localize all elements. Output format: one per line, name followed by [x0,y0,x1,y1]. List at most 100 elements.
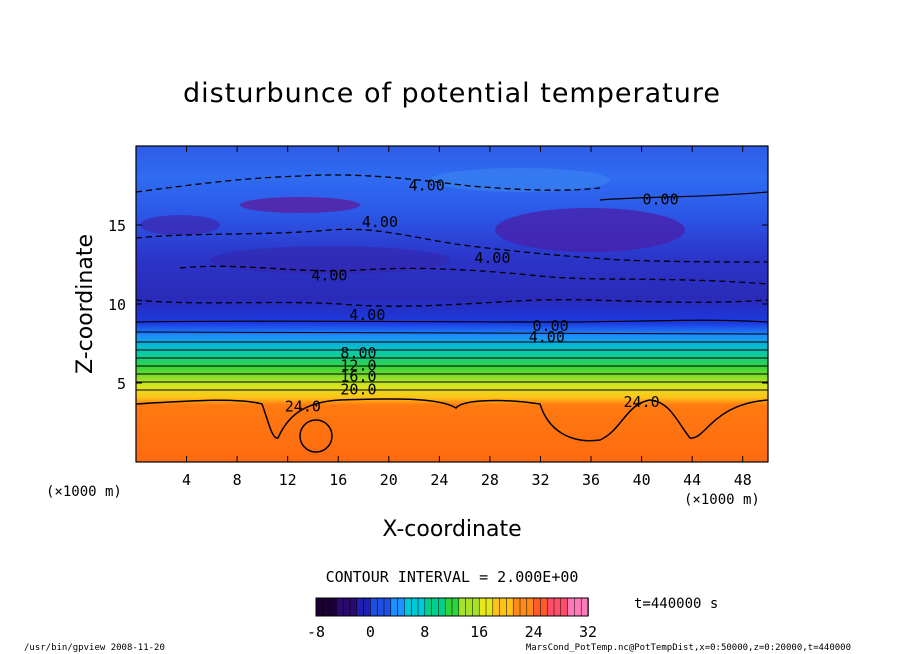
colorbar-cell [519,597,528,617]
colorbar-cell [567,597,576,617]
colorbar-cell [315,597,324,617]
y-axis-label: Z-coordinate [73,234,98,374]
colorbar-cell [424,597,433,617]
colorbar-cell [431,597,440,617]
colorbar-cell [465,597,474,617]
contour-label: 16.0 [340,368,376,386]
colorbar-cell [526,597,535,617]
field-patch [495,208,685,252]
colorbar-cell [506,597,514,617]
contour-label: 4.00 [409,177,445,195]
colorbar-cell [336,597,344,617]
x-axis: 4 8 12 16 20 24 28 32 36 40 44 48 [182,146,752,489]
contour-line [135,228,769,263]
colorbar-cell [553,597,562,617]
chart-title: disturbunce of potential temperature [183,78,721,109]
colorbar-tick-label: 32 [579,623,597,641]
contour-line [135,331,769,391]
contour-lines [135,174,769,453]
x-tick-label: 36 [582,471,600,489]
colorbar-tick-label: 8 [420,623,429,641]
x-tick-label: 24 [430,471,448,489]
footer-left: /usr/bin/gpview 2008-11-20 [24,643,165,653]
x-axis-unit-left: (×1000 m) [46,484,122,500]
colorbar-cell [370,597,378,617]
colorbar-tick-label: 0 [366,623,375,641]
contour-label: 8.00 [340,344,376,362]
x-tick-label: 40 [633,471,651,489]
contour-label: 20.0 [340,380,376,398]
colorbar-cell [580,597,589,617]
colorbar-cell [383,597,392,617]
colorbar-cell [472,597,480,617]
colorbar-cell [356,597,365,617]
contour-line [135,398,769,442]
x-tick-label: 32 [531,471,549,489]
field-patch [140,215,220,235]
field-patch [240,197,360,213]
colorbar-cell [376,597,385,617]
z-tick-label: 5 [117,375,126,393]
colorbar-cell [574,597,582,617]
contour-labels: 4.000.004.004.004.004.000.004.008.0012.0… [285,177,679,416]
time-text: t=440000 s [634,596,718,612]
z-tick-label: 10 [108,296,126,314]
x-tick-label: 44 [683,471,701,489]
x-axis-unit-right: (×1000 m) [684,492,760,508]
colorbar-cell [478,597,487,617]
contour-line [135,319,769,323]
colorbar-cell [444,597,453,617]
field-background [136,146,768,462]
contour-label: 0.00 [533,317,569,335]
plot-area [135,145,769,463]
contour-line [135,299,769,307]
contour-line [299,419,333,453]
colorbar-cell [404,597,412,617]
colorbar-tick-label: 16 [470,623,488,641]
x-tick-label: 16 [329,471,347,489]
colorbar-cell [458,597,467,617]
colorbar-cell [560,597,569,617]
colorbar-cell [533,597,542,617]
colorbar-cell [499,597,508,617]
colorbar-tick-label: -8 [307,623,325,641]
colorbar-cell [410,597,419,617]
x-tick-label: 48 [734,471,752,489]
contour-label: 4.00 [474,249,510,267]
colorbar-frame [315,597,589,617]
footer-right: MarsCond_PotTemp.nc@PotTempDist,x=0:5000… [526,643,851,653]
colorbar-cell [485,597,494,617]
colorbar-cell [512,597,521,617]
contour-label: 4.00 [362,213,398,231]
colorbar-cell [438,597,446,617]
x-axis-label: X-coordinate [382,517,521,542]
contour-label: 4.00 [311,267,347,285]
x-tick-label: 20 [380,471,398,489]
x-tick-label: 4 [182,471,191,489]
colorbar-cell [417,597,426,617]
contour-line [599,191,769,201]
contour-label: 4.00 [349,306,385,324]
contour-label: 24.0 [624,393,660,411]
colorbar: -8 0 8 16 24 32 [307,597,597,641]
contour-label: 12.0 [340,357,376,375]
field-patch [210,246,450,274]
contour-label: 0.00 [642,191,678,209]
colorbar-cell [390,597,399,617]
colorbar-cell [397,597,406,617]
colorbar-cell [322,597,331,617]
colorbar-cell [492,597,501,617]
colorbar-cell [349,597,358,617]
z-axis: 5 10 15 [108,217,768,393]
colorbar-cell [540,597,548,617]
contour-label: 4.00 [529,328,565,346]
contour-interval-text: CONTOUR INTERVAL = 2.000E+00 [326,568,579,586]
colorbar-cell [546,597,555,617]
colorbar-cell [363,597,372,617]
colorbar-tick-label: 24 [525,623,543,641]
contour-line [179,265,769,285]
x-tick-label: 8 [233,471,242,489]
x-tick-label: 28 [481,471,499,489]
field-patch [430,168,610,192]
